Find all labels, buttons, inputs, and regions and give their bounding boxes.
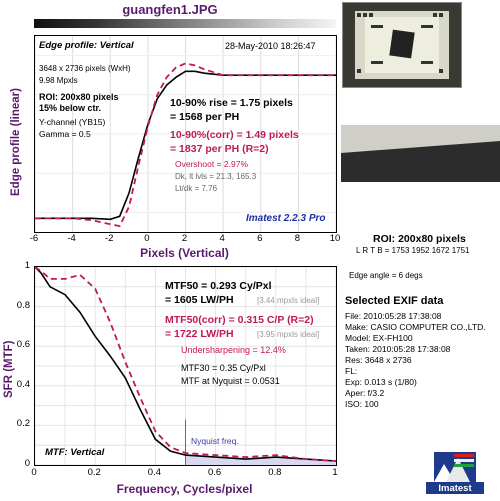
exif-row: Exp: 0.013 s (1/80): [345, 377, 417, 387]
edge-mpxls: 9.98 Mpxls: [39, 76, 78, 85]
roi-crop-svg: [341, 125, 500, 182]
edge-x-tick: -4: [67, 233, 76, 244]
edge-roi: ROI: 200x80 pixels: [39, 92, 119, 102]
mtf-heading: MTF: Vertical: [45, 447, 105, 458]
edge-x-tick: 6: [257, 233, 263, 244]
exif-row: File: 2010:05:28 17:38:08: [345, 311, 442, 321]
roi-crop-image: [341, 125, 500, 182]
overshoot: Overshoot = 2.97%: [175, 159, 249, 169]
imatest-logo-mark: [426, 452, 484, 494]
test-chart-image: [355, 11, 449, 79]
rise-corr: 10-90%(corr) = 1.49 pixels: [170, 129, 299, 141]
edge-y-label: Edge profile (linear): [10, 88, 22, 196]
mtf-y-label: SFR (MTF): [3, 340, 15, 398]
mtf-at-nyquist: MTF at Nyquist = 0.0531: [181, 376, 280, 386]
mtf-series-corr: [35, 267, 336, 462]
mtf30-value: MTF30 = 0.35 Cy/Pxl: [181, 363, 266, 373]
edge-x-tick: -2: [105, 233, 114, 244]
edge-profile-svg: [35, 36, 336, 232]
exif-row: Make: CASIO COMPUTER CO.,LTD.: [345, 322, 486, 332]
edge-x-tick: -6: [29, 233, 39, 244]
edge-dims: 3648 x 2736 pixels (WxH): [39, 64, 131, 73]
exif-row: Res: 3648 x 2736: [345, 355, 412, 365]
mtf-x-tick: 0.6: [207, 467, 222, 478]
mtf-y-tick: 0.8: [16, 299, 30, 311]
roi-lrtb: L R T B = 1753 1952 1672 1751: [356, 246, 470, 255]
edge-channel: Y-channel (YB15): [39, 117, 106, 127]
mtf-x-tick: 0: [31, 467, 37, 478]
exif-row: FL:: [345, 366, 358, 376]
mtf-y-tick: 0.2: [16, 418, 30, 430]
mtf-x-ticks: 0 0.2 0.4 0.6 0.8 1: [31, 467, 337, 479]
lt-dk-ratio: Lt/dk = 7.76: [175, 184, 218, 193]
logo-text: Imatest: [438, 483, 472, 494]
exif-row: Aper: f/3.2: [345, 388, 385, 398]
test-chart-thumbnail: [342, 2, 462, 88]
undersharpening: Undersharpening = 12.4%: [181, 345, 286, 355]
edge-series-corr: [35, 62, 336, 228]
roi-size: ROI: 200x80 pixels: [373, 233, 466, 245]
mtf-x-tick: 0.8: [268, 467, 282, 478]
mtf-y-tick: 0.4: [16, 378, 30, 390]
edge-x-tick: 10: [329, 233, 341, 244]
mtf-x-tick: 0.4: [147, 467, 161, 478]
exif-row: Model: EX-FH100: [345, 333, 413, 343]
exif-title: Selected EXIF data: [345, 295, 444, 307]
mtf-y-ticks: 1 0.8 0.6 0.4 0.2 0: [10, 260, 32, 469]
mtf-x-tick: 1: [332, 467, 338, 478]
mtf50-ideal: [3.44 mpxls ideal]: [257, 296, 320, 305]
edge-gamma: Gamma = 0.5: [39, 129, 91, 139]
mtf50-corr-lwph: = 1722 LW/PH: [165, 328, 234, 340]
rise-per-ph: = 1568 per PH: [170, 111, 240, 123]
mtf-chart: MTF50 = 0.293 Cy/Pxl = 1605 LW/PH [3.44 …: [34, 266, 337, 466]
edge-heading: Edge profile: Vertical: [39, 40, 134, 51]
mtf-series-raw: [35, 267, 336, 462]
mtf-x-tick: 0.2: [87, 467, 101, 478]
gray-gradient-strip: [34, 19, 336, 28]
rise-corr-per-ph: = 1837 per PH (R=2): [170, 143, 269, 155]
edge-x-tick: 8: [294, 233, 301, 244]
mtf-beyond-nyquist-fill: [185, 455, 336, 465]
edge-x-tick: 0: [144, 233, 150, 244]
edge-date: 28-May-2010 18:26:47: [225, 41, 316, 51]
imatest-version: Imatest 2.2.3 Pro: [246, 213, 326, 224]
mtf-svg: [35, 267, 336, 465]
mtf50-lwph: = 1605 LW/PH: [165, 294, 234, 306]
edge-x-tick: 2: [181, 233, 188, 244]
edge-x-tick: 4: [219, 233, 225, 244]
exif-row: ISO: 100: [345, 399, 379, 409]
mtf50-corr-ideal: [3.95 mpxls ideal]: [257, 330, 320, 339]
mtf50-value: MTF50 = 0.293 Cy/Pxl: [165, 280, 272, 292]
mtf-x-label: Frequency, Cycles/pixel: [116, 482, 253, 496]
edge-roi-pos: 15% below ctr.: [39, 103, 102, 113]
exif-row: Taken: 2010:05:28 17:38:08: [345, 344, 451, 354]
edge-profile-chart: Edge profile: Vertical 28-May-2010 18:26…: [34, 35, 337, 233]
rise-value: 10-90% rise = 1.75 pixels: [170, 97, 293, 109]
image-title: guangfen1.JPG: [122, 2, 218, 17]
mtf50-corr: MTF50(corr) = 0.315 C/P (R=2): [165, 314, 314, 326]
mtf-y-tick: 0: [24, 458, 30, 469]
edge-x-label: Pixels (Vertical): [140, 246, 229, 260]
mtf-y-tick: 1: [24, 260, 30, 271]
mtf-y-tick: 0.6: [16, 339, 30, 351]
imatest-logo: Imatest: [424, 450, 486, 496]
nyquist-label: Nyquist freq.: [191, 436, 239, 446]
dk-lt-levels: Dk, lt lvls = 21.3, 165.3: [175, 172, 257, 181]
edge-angle: Edge angle = 6 degs: [349, 271, 423, 280]
edge-x-ticks: -6 -4 -2 0 2 4 6 8 10: [30, 233, 341, 245]
